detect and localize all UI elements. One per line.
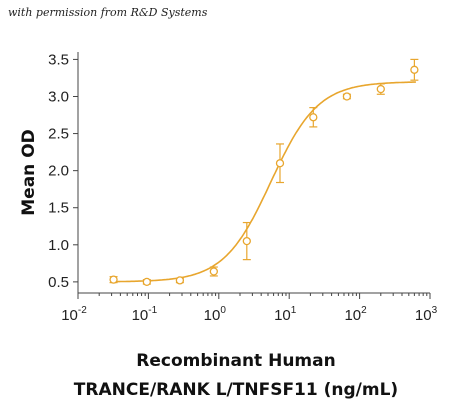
y-tick-label: 3.5 — [48, 51, 69, 68]
data-point — [410, 58, 419, 81]
x-tick-label: 100 — [204, 305, 227, 324]
fit-curve — [113, 81, 416, 283]
y-tick-label: 2.5 — [48, 126, 69, 143]
data-marker — [209, 267, 218, 276]
data-point — [275, 143, 285, 184]
x-tick-label: 103 — [415, 305, 438, 324]
data-point — [342, 92, 352, 101]
permission-note: with permission from R&D Systems — [8, 6, 208, 19]
data-point — [242, 221, 251, 261]
y-tick-label: 1.0 — [48, 237, 69, 254]
labels-layer: 0.5 1.0 1.5 2.0 2.5 3.0 3.5 10-2 10-1 100 101 102 10… — [19, 51, 438, 400]
data-marker — [342, 92, 352, 101]
y-tick-label: 0.5 — [48, 274, 69, 291]
data-marker — [109, 275, 118, 284]
data-point — [209, 266, 218, 277]
data-marker — [410, 65, 419, 74]
x-tick-label: 102 — [344, 305, 367, 324]
y-tick-label: 3.0 — [48, 88, 69, 105]
fit-curve-layer — [113, 81, 416, 283]
data-marker — [142, 277, 151, 287]
data-marker — [242, 236, 251, 246]
data-marker — [275, 159, 285, 168]
data-marker — [175, 276, 185, 285]
x-axis-title-line-1: Recombinant Human — [136, 351, 335, 371]
x-tick-label: 10-2 — [61, 305, 87, 324]
data-point — [376, 83, 385, 95]
y-tick-label: 2.0 — [48, 163, 69, 180]
y-tick-label: 1.5 — [48, 200, 69, 217]
data-point — [175, 276, 185, 285]
data-point — [109, 275, 118, 284]
x-tick-label: 101 — [274, 305, 297, 324]
data-point — [142, 277, 151, 287]
x-tick-label: 10-1 — [132, 305, 158, 324]
axes — [73, 52, 431, 299]
data-point — [309, 107, 318, 128]
y-axis-title: Mean OD — [19, 129, 39, 216]
data-points-layer — [109, 58, 419, 287]
x-axis-title-line-2: TRANCE/RANK L/TNFSF11 (ng/mL) — [74, 380, 398, 400]
data-marker — [309, 113, 318, 122]
data-marker — [376, 84, 385, 94]
